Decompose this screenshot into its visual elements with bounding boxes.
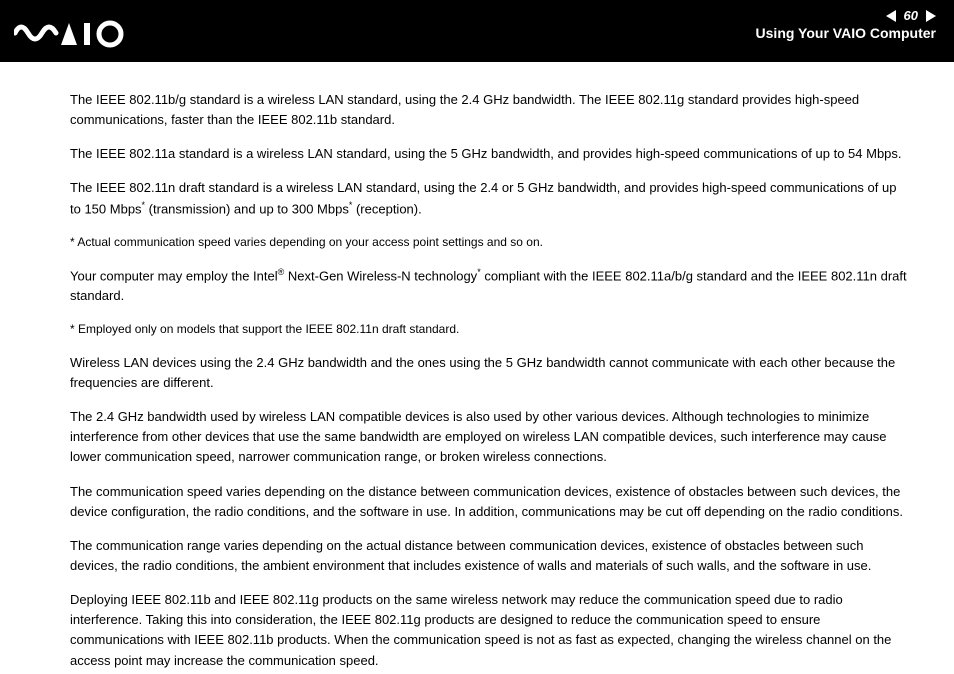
text: Your computer may employ the Intel (70, 268, 278, 283)
header-right: 60 Using Your VAIO Computer (756, 8, 936, 41)
paragraph: The IEEE 802.11n draft standard is a wir… (70, 178, 910, 219)
paragraph: Your computer may employ the Intel® Next… (70, 266, 910, 307)
vaio-logo (14, 8, 132, 54)
prev-page-arrow-icon[interactable] (886, 10, 896, 22)
paragraph: The 2.4 GHz bandwidth used by wireless L… (70, 407, 910, 467)
paragraph: Deploying IEEE 802.11b and IEEE 802.11g … (70, 590, 910, 671)
text: Next-Gen Wireless-N technology (284, 268, 477, 283)
page-number: 60 (904, 8, 918, 23)
paragraph: The IEEE 802.11a standard is a wireless … (70, 144, 910, 164)
paragraph: The communication range varies depending… (70, 536, 910, 576)
text: (reception). (352, 201, 421, 216)
footnote: * Employed only on models that support t… (70, 320, 910, 339)
page-content: The IEEE 802.11b/g standard is a wireles… (0, 62, 954, 671)
page-number-row: 60 (886, 8, 936, 23)
text: (transmission) and up to 300 Mbps (145, 201, 349, 216)
footnote: * Actual communication speed varies depe… (70, 233, 910, 252)
section-title: Using Your VAIO Computer (756, 25, 936, 41)
paragraph: Wireless LAN devices using the 2.4 GHz b… (70, 353, 910, 393)
next-page-arrow-icon[interactable] (926, 10, 936, 22)
page-header: 60 Using Your VAIO Computer (0, 0, 954, 62)
paragraph: The communication speed varies depending… (70, 482, 910, 522)
vaio-logo-svg (14, 19, 132, 49)
paragraph: The IEEE 802.11b/g standard is a wireles… (70, 90, 910, 130)
